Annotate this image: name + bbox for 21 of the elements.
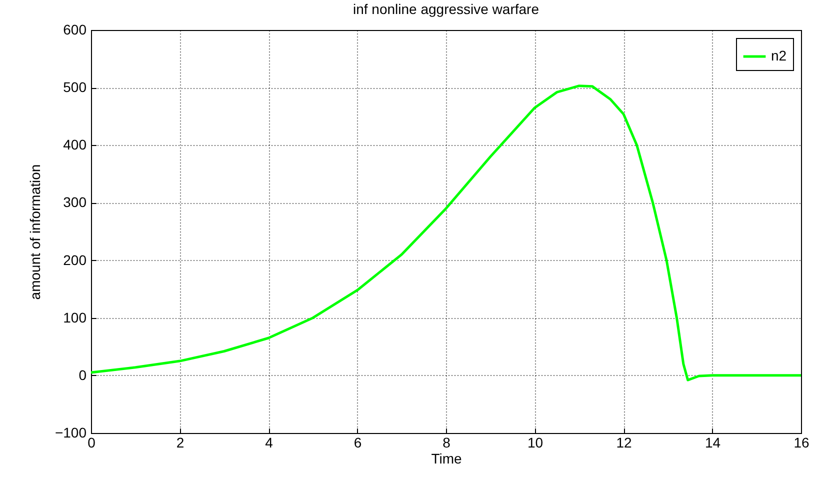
legend-label: n2 [771,48,787,64]
x-tick-label: 2 [176,434,184,450]
line-series [91,84,801,382]
y-tick-label: 200 [63,252,87,268]
y-tick-label: 300 [63,194,87,210]
x-tick-label: 12 [616,434,632,450]
x-tick-label: 14 [704,434,721,450]
y-tick-label: 0 [78,366,87,383]
y-tick-label: 100 [63,309,87,326]
x-tick-label: 16 [794,434,810,450]
y-tick-label: 600 [63,22,87,38]
y-tick-label: −100 [54,424,87,440]
x-tick-label: 10 [527,434,544,450]
x-tick-label: 6 [354,434,362,450]
chart-title: inf nonline aggressive warfare [353,1,540,17]
y-axis-title: amount of information [26,164,43,300]
y-tick-label: 500 [63,79,87,96]
x-tick-label: 8 [442,434,451,450]
x-axis-title: Time [431,450,462,466]
x-tick-label: 4 [265,434,274,450]
y-tick-label: 400 [63,136,87,153]
